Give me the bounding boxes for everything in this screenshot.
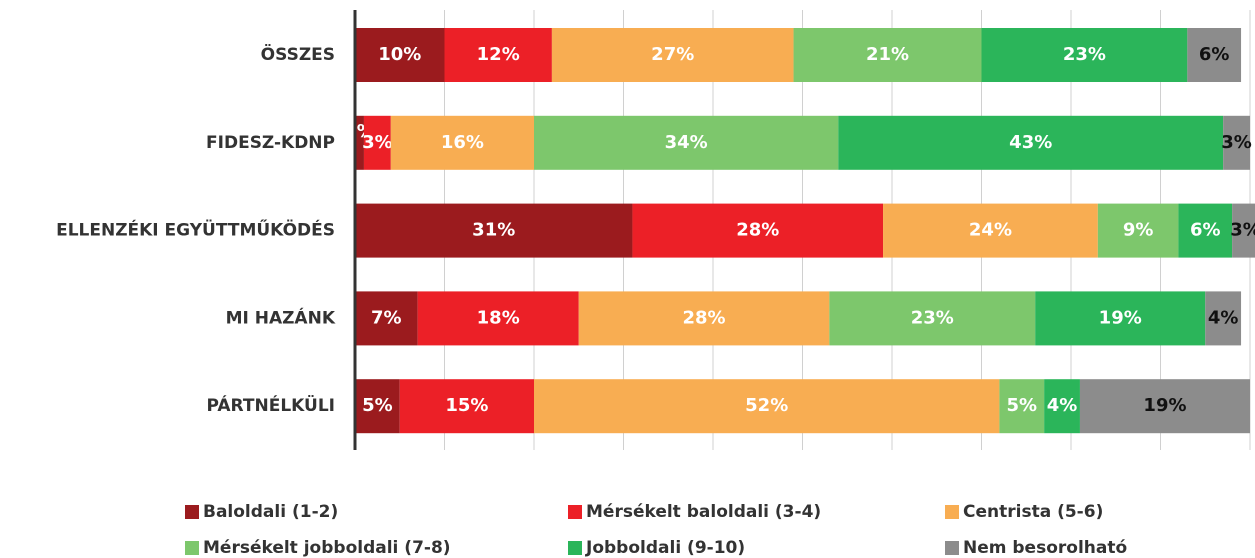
- legend-swatch: [945, 505, 959, 519]
- category-label: ÖSSZES: [261, 43, 335, 65]
- bar-segment: [1044, 379, 1080, 434]
- data-label: 52%: [745, 395, 788, 416]
- bar-segment: [1187, 28, 1242, 82]
- legend-label: Nem besorolható: [963, 538, 1127, 558]
- data-label: 9%: [1123, 220, 1154, 241]
- category-label: MI HAZÁNK: [226, 306, 336, 328]
- legend-swatch: [945, 541, 959, 555]
- data-label: 31%: [472, 220, 515, 241]
- legend-swatch: [185, 541, 199, 555]
- bar-segment: [838, 115, 1224, 170]
- bar-segment: [363, 115, 391, 170]
- data-label: 5%: [362, 395, 393, 416]
- legend-label: Mérsékelt jobboldali (7-8): [203, 538, 451, 558]
- legend-swatch: [568, 541, 582, 555]
- bar-segment: [355, 379, 400, 434]
- data-label: 34%: [665, 132, 708, 153]
- bar-segment: [1079, 379, 1250, 434]
- bar-segment: [883, 203, 1098, 258]
- data-label: 23%: [911, 307, 954, 328]
- data-label: 5%: [1006, 395, 1037, 416]
- data-label: 3%: [362, 132, 393, 153]
- data-label: 10%: [378, 44, 421, 65]
- category-label: ELLENZÉKI EGYÜTTMŰKÖDÉS: [56, 219, 335, 241]
- bar-segment: [1035, 291, 1206, 346]
- bar-segment: [355, 28, 445, 82]
- bar-segment: [1097, 203, 1179, 258]
- data-label: 28%: [736, 220, 779, 241]
- data-label: 18%: [477, 307, 520, 328]
- bar-segment: [551, 28, 794, 82]
- data-label: 3%: [1230, 220, 1255, 241]
- data-label: 24%: [969, 220, 1012, 241]
- category-label: PÁRTNÉLKÜLI: [207, 394, 336, 416]
- bar-segment: [999, 379, 1045, 434]
- bar-segment: [578, 291, 830, 346]
- legend-label: Baloldali (1-2): [203, 502, 338, 522]
- data-label: 4%: [1047, 395, 1078, 416]
- data-label: 15%: [445, 395, 488, 416]
- data-label: 4%: [1208, 307, 1239, 328]
- bar-segment: [981, 28, 1188, 82]
- bar-segment: [355, 291, 418, 346]
- legend-swatch: [185, 505, 199, 519]
- legend-label: Mérsékelt baloldali (3-4): [586, 502, 821, 522]
- bar-segment: [1205, 291, 1242, 346]
- bar-segment: [534, 379, 1000, 434]
- data-label: 43%: [1009, 132, 1052, 153]
- legend-swatch: [568, 505, 582, 519]
- bar-segment: [793, 28, 982, 82]
- bar-segment: [355, 203, 633, 258]
- data-label: 28%: [683, 307, 726, 328]
- data-label: 12%: [477, 44, 520, 65]
- bar-segment: [444, 28, 552, 82]
- bar-segment: [1178, 203, 1233, 258]
- data-label: 3%: [1221, 132, 1252, 153]
- bar-segment: [399, 379, 534, 434]
- data-label: 7%: [371, 307, 402, 328]
- data-label: 6%: [1190, 220, 1221, 241]
- data-label: 23%: [1063, 44, 1106, 65]
- legend-label: Centrista (5-6): [963, 502, 1103, 522]
- data-label: 21%: [866, 44, 909, 65]
- legend-label: Jobboldali (9-10): [585, 538, 745, 558]
- bar-segment: [1232, 203, 1255, 258]
- category-label: FIDESZ-KDNP: [206, 133, 335, 153]
- bar-segment: [829, 291, 1036, 346]
- bar-segment: [355, 115, 364, 170]
- bar-segment: [417, 291, 579, 346]
- bar-segment: [1223, 115, 1250, 170]
- bar-segment: [534, 115, 839, 170]
- data-label: 16%: [441, 132, 484, 153]
- bar-segment: [632, 203, 884, 258]
- data-label: 27%: [651, 44, 694, 65]
- data-label: 19%: [1099, 307, 1142, 328]
- bar-segment: [390, 115, 534, 170]
- data-label: 19%: [1143, 395, 1186, 416]
- data-label: 6%: [1199, 44, 1230, 65]
